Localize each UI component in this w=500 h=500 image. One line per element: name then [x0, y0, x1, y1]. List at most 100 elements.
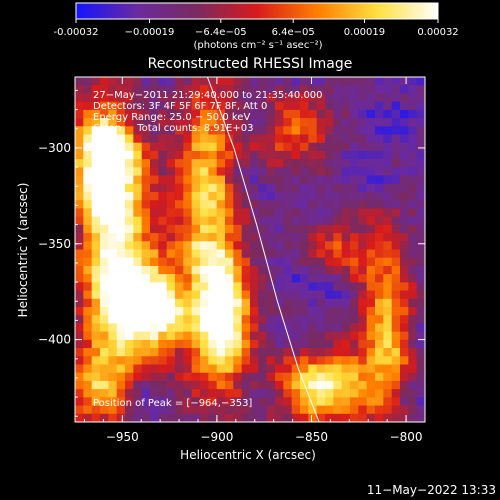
heatmap-cell: [175, 241, 184, 251]
heatmap-cell: [116, 397, 126, 407]
heatmap-cell: [325, 315, 334, 325]
heatmap-cell: [150, 126, 159, 136]
heatmap-cell: [91, 372, 101, 382]
heatmap-cell: [175, 126, 184, 136]
heatmap-cell: [125, 233, 134, 242]
heatmap-cell: [150, 200, 159, 210]
heatmap-cell: [100, 290, 109, 300]
heatmap-cell: [350, 233, 359, 242]
heatmap-cell: [258, 167, 268, 177]
heatmap-cell: [283, 249, 293, 259]
heatmap-cell: [100, 208, 109, 218]
heatmap-cell: [350, 192, 359, 201]
heatmap-cell: [266, 282, 276, 292]
heatmap-cell: [416, 183, 425, 193]
heatmap-cell: [383, 150, 393, 160]
heatmap-cell: [258, 274, 268, 283]
heatmap-cell: [200, 307, 209, 316]
heatmap-cell: [283, 101, 293, 111]
heatmap-cell: [233, 192, 243, 201]
heatmap-cell: [133, 249, 143, 259]
heatmap-cell: [116, 101, 126, 111]
heatmap-cell: [283, 405, 293, 415]
heatmap-cell: [183, 93, 193, 103]
heatmap-cell: [191, 93, 201, 103]
heatmap-cell: [258, 77, 268, 86]
heatmap-cell: [408, 118, 418, 127]
heatmap-cell: [150, 331, 159, 341]
heatmap-cell: [341, 93, 351, 103]
heatmap-cell: [141, 134, 151, 144]
heatmap-cell: [358, 413, 368, 422]
heatmap-cell: [391, 356, 401, 366]
heatmap-cell: [216, 101, 226, 111]
heatmap-cell: [116, 282, 126, 292]
heatmap-cell: [258, 192, 268, 201]
heatmap-cell: [208, 331, 218, 341]
heatmap-cell: [233, 126, 243, 136]
heatmap-cell: [225, 405, 234, 415]
heatmap-cell: [75, 77, 84, 86]
heatmap-cell: [183, 315, 193, 325]
heatmap-cell: [166, 150, 176, 160]
heatmap-cell: [125, 339, 134, 349]
heatmap-cell: [183, 118, 193, 127]
heatmap-cell: [308, 93, 318, 103]
heatmap-cell: [258, 216, 268, 226]
heatmap-cell: [183, 208, 193, 218]
heatmap-cell: [166, 413, 176, 422]
heatmap-cell: [83, 380, 93, 390]
heatmap-cell: [416, 364, 425, 374]
heatmap-cell: [133, 85, 143, 95]
heatmap-cell: [316, 134, 326, 144]
heatmap-cell: [75, 298, 84, 308]
heatmap-cell: [375, 101, 384, 111]
heatmap-cell: [75, 126, 84, 136]
heatmap-cell: [108, 372, 118, 382]
heatmap-cell: [200, 159, 209, 168]
heatmap-cell: [116, 298, 126, 308]
heatmap-cell: [366, 397, 376, 407]
heatmap-cell: [408, 364, 418, 374]
heatmap-cell: [250, 134, 259, 144]
heatmap-cell: [108, 364, 118, 374]
heatmap-cell: [133, 101, 143, 111]
heatmap-cell: [341, 118, 351, 127]
heatmap-cell: [158, 208, 168, 218]
heatmap-cell: [216, 265, 226, 275]
heatmap-cell: [383, 339, 393, 349]
heatmap-cell: [416, 282, 425, 292]
heatmap-cell: [325, 380, 334, 390]
heatmap-cell: [241, 192, 251, 201]
heatmap-cell: [91, 208, 101, 218]
heatmap-cell: [191, 85, 201, 95]
heatmap-cell: [141, 331, 151, 341]
heatmap-cell: [125, 249, 134, 259]
heatmap-cell: [316, 183, 326, 193]
heatmap-cell: [150, 101, 159, 111]
annotation-detectors: Detectors: 3F 4F 5F 6F 7F 8F, Att 0: [93, 101, 267, 112]
heatmap-cell: [350, 380, 359, 390]
heatmap-cell: [166, 249, 176, 259]
heatmap-cell: [275, 307, 284, 316]
heatmap-cell: [183, 282, 193, 292]
heatmap-cell: [291, 224, 301, 234]
heatmap-cell: [125, 134, 134, 144]
heatmap-cell: [183, 413, 193, 422]
heatmap-cell: [266, 109, 276, 119]
heatmap-cell: [233, 405, 243, 415]
heatmap-cell: [408, 339, 418, 349]
heatmap-cell: [325, 109, 334, 119]
heatmap-cell: [350, 274, 359, 283]
heatmap-cell: [325, 274, 334, 283]
heatmap-cell: [241, 175, 251, 185]
heatmap-cell: [391, 307, 401, 316]
heatmap-cell: [166, 134, 176, 144]
heatmap-cell: [400, 109, 409, 119]
heatmap-cell: [133, 216, 143, 226]
heatmap-cell: [333, 356, 343, 366]
heatmap-cell: [175, 93, 184, 103]
heatmap-cell: [175, 101, 184, 111]
heatmap-cell: [258, 282, 268, 292]
heatmap-cell: [208, 257, 218, 267]
